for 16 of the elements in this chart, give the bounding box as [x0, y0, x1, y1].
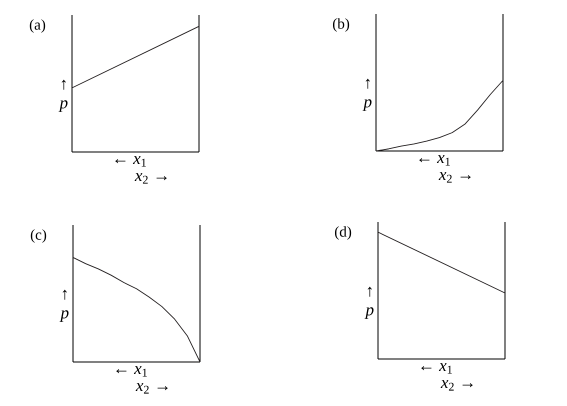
text: x$_{2}$ →	[440, 380, 473, 391]
y-axis-title: ↑ p	[364, 286, 374, 319]
chart-title: (c)	[30, 229, 46, 243]
x-axis-title: ← x$_{1}$	[419, 155, 450, 166]
x-axis-title: ← x$_{1}$	[421, 363, 452, 374]
x-axis-title: ← x$_{1}$	[116, 366, 147, 377]
y-axis-title: ↑ p	[60, 290, 69, 322]
y-axis-title: ↑ p	[58, 80, 68, 112]
text: x$_{2}$ →	[136, 383, 168, 394]
text: x$_{2}$ →	[134, 173, 167, 184]
x-axis-title: ← x$_{1}$	[115, 156, 146, 167]
y-axis-title: ↑ p	[362, 78, 372, 111]
text: x$_{2}$ →	[438, 172, 471, 183]
chart-title: (b)	[332, 18, 350, 32]
chart-title: (a)	[30, 19, 46, 33]
chart-title: (d)	[334, 226, 352, 240]
